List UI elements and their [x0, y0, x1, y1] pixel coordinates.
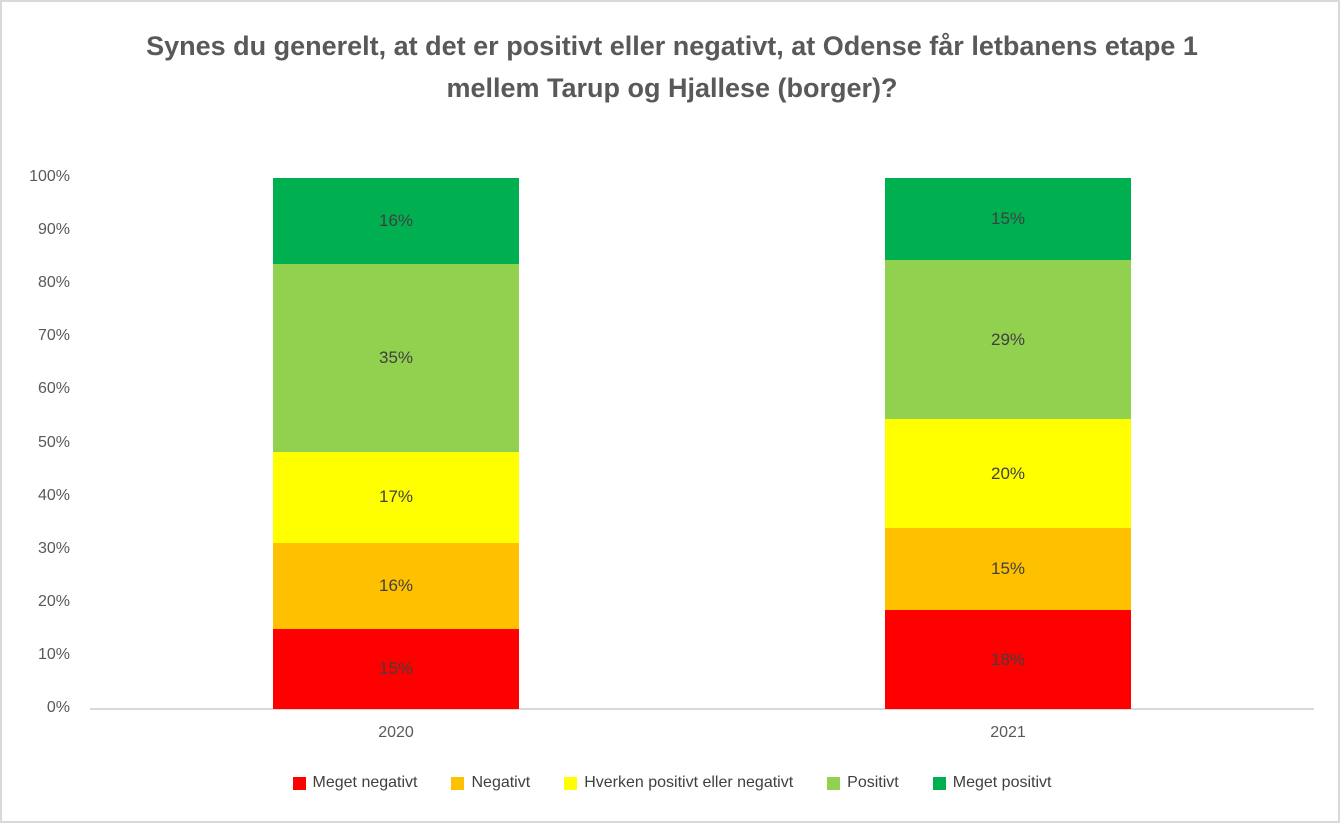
bar-segment-meget-positivt[interactable]: 15%: [885, 178, 1131, 261]
y-tick-label: 10%: [37, 645, 70, 663]
x-tick-label-2020: 2020: [378, 724, 414, 741]
legend-swatch-icon: [451, 776, 465, 790]
x-tick-label-2021: 2021: [990, 724, 1026, 741]
y-tick-label: 90%: [37, 221, 70, 239]
y-tick-label: 30%: [37, 539, 70, 557]
bar-segment-negativt[interactable]: 16%: [273, 542, 519, 629]
y-tick-label: 40%: [37, 486, 70, 504]
y-tick-label: 0%: [46, 699, 70, 716]
y-tick-label: 70%: [37, 327, 70, 345]
data-label: 35%: [378, 347, 414, 367]
bar-segment-positivt[interactable]: 29%: [885, 260, 1131, 419]
bar-segment-hverken-positivt-eller-negativt[interactable]: 17%: [273, 451, 519, 543]
data-label: 15%: [990, 559, 1026, 579]
bar-segment-meget-negativt[interactable]: 18%: [885, 610, 1131, 709]
legend-label: Negativt: [471, 774, 531, 791]
legend-swatch-icon: [292, 776, 306, 790]
data-label: 18%: [990, 649, 1026, 669]
data-label: 15%: [378, 658, 414, 678]
legend-item-meget-positivt[interactable]: Meget positivt: [932, 774, 1052, 792]
data-label: 15%: [990, 209, 1026, 229]
legend-item-meget-negativt[interactable]: Meget negativt: [292, 774, 418, 792]
bar-segment-meget-negativt[interactable]: 15%: [273, 628, 519, 709]
legend-swatch-icon: [827, 776, 841, 790]
data-label: 20%: [990, 463, 1026, 483]
bar-segment-hverken-positivt-eller-negativt[interactable]: 20%: [885, 418, 1131, 529]
data-label: 17%: [378, 487, 414, 507]
y-tick-label: 100%: [29, 168, 70, 185]
plot-area: 15% 16% 17% 35% 16% 18% 15% 20% 29% 15%: [90, 178, 1314, 709]
legend: Meget negativt Negativt Hverken positivt e…: [2, 774, 1338, 792]
bar-segment-meget-positivt[interactable]: 16%: [273, 178, 519, 264]
legend-label: Hverken positivt eller negativt: [584, 774, 794, 791]
chart-title: Synes du generelt, at det er positivt el…: [146, 31, 1198, 103]
bar-segment-positivt[interactable]: 35%: [273, 263, 519, 452]
y-tick-label: 20%: [37, 592, 70, 610]
data-label: 16%: [378, 575, 414, 595]
legend-item-positivt[interactable]: Positivt: [827, 774, 899, 792]
legend-label: Meget positivt: [952, 774, 1052, 791]
data-label: 29%: [990, 329, 1026, 349]
x-axis-line: [90, 708, 1314, 710]
legend-item-hverken-positivt-eller-negativt[interactable]: Hverken positivt eller negativt: [564, 774, 793, 792]
legend-swatch-icon: [932, 776, 946, 790]
y-tick-label: 80%: [37, 274, 70, 292]
legend-swatch-icon: [564, 776, 578, 790]
stacked-bar-2021[interactable]: 18% 15% 20% 29% 15%: [885, 178, 1131, 709]
legend-item-negativt[interactable]: Negativt: [451, 774, 530, 792]
stacked-bar-2020[interactable]: 15% 16% 17% 35% 16%: [273, 178, 519, 709]
bar-segment-negativt[interactable]: 15%: [885, 528, 1131, 611]
y-tick-label: 50%: [37, 433, 70, 451]
legend-label: Positivt: [847, 774, 899, 791]
legend-label: Meget negativt: [312, 774, 418, 791]
y-tick-label: 60%: [37, 380, 70, 398]
data-label: 16%: [378, 210, 414, 230]
